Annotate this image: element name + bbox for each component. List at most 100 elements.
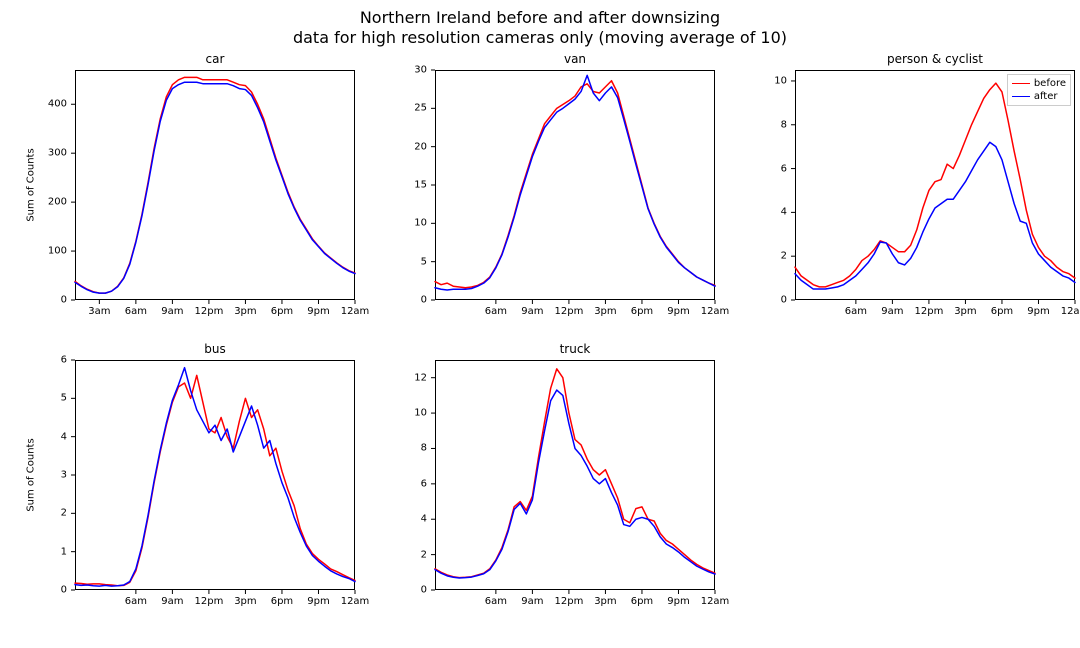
x-tick-label: 6am [485, 306, 507, 317]
y-tick-label: 8 [397, 443, 427, 454]
y-tick-label: 10 [757, 75, 787, 86]
axes-frame [76, 71, 355, 300]
figure-suptitle-line1: Northern Ireland before and after downsi… [0, 8, 1080, 27]
x-tick-label: 3pm [234, 596, 256, 607]
plot-area [435, 70, 715, 300]
y-tick-label: 3 [37, 470, 67, 481]
y-tick-label: 6 [37, 355, 67, 366]
y-tick-label: 2 [397, 549, 427, 560]
y-tick-label: 6 [397, 478, 427, 489]
axes-frame [436, 361, 715, 590]
y-tick-label: 0 [37, 295, 67, 306]
x-tick-label: 9am [521, 596, 543, 607]
series-line-before [435, 369, 715, 578]
panel-title: truck [435, 342, 715, 356]
x-tick-label: 12am [701, 596, 730, 607]
y-tick-label: 10 [397, 408, 427, 419]
y-axis-label: Sum of Counts [26, 148, 37, 221]
y-tick-label: 100 [37, 246, 67, 257]
series-line-after [435, 75, 715, 290]
y-tick-label: 12 [397, 372, 427, 383]
x-tick-label: 3pm [234, 306, 256, 317]
x-tick-label: 12am [341, 306, 370, 317]
x-tick-label: 9am [881, 306, 903, 317]
plot-area [435, 360, 715, 590]
x-tick-label: 12pm [194, 306, 223, 317]
y-tick-label: 0 [397, 295, 427, 306]
y-tick-label: 4 [397, 514, 427, 525]
x-tick-label: 6am [125, 306, 147, 317]
panel-title: person & cyclist [795, 52, 1075, 66]
chart-panel: van6am9am12pm3pm6pm9pm12am051015202530 [435, 70, 715, 300]
x-tick-label: 6am [485, 596, 507, 607]
figure-suptitle-line2: data for high resolution cameras only (m… [0, 28, 1080, 47]
series-line-before [795, 83, 1075, 287]
panel-title: bus [75, 342, 355, 356]
x-tick-label: 3am [88, 306, 110, 317]
figure: Northern Ireland before and after downsi… [0, 0, 1080, 648]
y-tick-label: 200 [37, 197, 67, 208]
y-tick-label: 300 [37, 148, 67, 159]
x-tick-label: 3pm [594, 596, 616, 607]
x-tick-label: 12am [701, 306, 730, 317]
x-tick-label: 3pm [954, 306, 976, 317]
y-tick-label: 0 [37, 585, 67, 596]
legend-item: after [1012, 90, 1066, 103]
plot-area [75, 360, 355, 590]
x-tick-label: 6pm [991, 306, 1013, 317]
y-tick-label: 0 [397, 585, 427, 596]
x-tick-label: 9pm [307, 596, 329, 607]
x-tick-label: 9pm [307, 306, 329, 317]
x-tick-label: 9pm [667, 306, 689, 317]
chart-panel: truck6am9am12pm3pm6pm9pm12am024681012 [435, 360, 715, 590]
legend-label: before [1034, 77, 1066, 90]
x-tick-label: 12pm [554, 596, 583, 607]
x-tick-label: 9pm [667, 596, 689, 607]
panel-title: van [435, 52, 715, 66]
legend: beforeafter [1007, 74, 1071, 106]
series-line-before [75, 77, 355, 293]
y-tick-label: 5 [397, 256, 427, 267]
x-tick-label: 6am [125, 596, 147, 607]
x-tick-label: 6am [845, 306, 867, 317]
axes-frame [436, 71, 715, 300]
legend-swatch-before [1012, 83, 1030, 84]
x-tick-label: 6pm [631, 596, 653, 607]
x-tick-label: 6pm [271, 596, 293, 607]
x-tick-label: 9pm [1027, 306, 1049, 317]
legend-swatch-after [1012, 96, 1030, 97]
series-line-after [75, 82, 355, 293]
y-axis-label: Sum of Counts [26, 438, 37, 511]
series-line-after [435, 390, 715, 578]
x-tick-label: 9am [521, 306, 543, 317]
series-line-after [795, 142, 1075, 289]
y-tick-label: 30 [397, 65, 427, 76]
y-tick-label: 4 [37, 431, 67, 442]
y-tick-label: 1 [37, 546, 67, 557]
x-tick-label: 3pm [594, 306, 616, 317]
y-tick-label: 4 [757, 207, 787, 218]
y-tick-label: 400 [37, 99, 67, 110]
x-tick-label: 12am [341, 596, 370, 607]
y-tick-label: 2 [37, 508, 67, 519]
x-tick-label: 12am [1061, 306, 1080, 317]
y-tick-label: 6 [757, 163, 787, 174]
chart-panel: person & cyclist6am9am12pm3pm6pm9pm12am0… [795, 70, 1075, 300]
panel-title: car [75, 52, 355, 66]
x-tick-label: 9am [161, 596, 183, 607]
chart-panel: carSum of Counts3am6am9am12pm3pm6pm9pm12… [75, 70, 355, 300]
x-tick-label: 6pm [271, 306, 293, 317]
y-tick-label: 25 [397, 103, 427, 114]
x-tick-label: 12pm [914, 306, 943, 317]
y-tick-label: 8 [757, 119, 787, 130]
legend-label: after [1034, 90, 1058, 103]
y-tick-label: 5 [37, 393, 67, 404]
legend-item: before [1012, 77, 1066, 90]
x-tick-label: 9am [161, 306, 183, 317]
y-tick-label: 2 [757, 251, 787, 262]
y-tick-label: 20 [397, 141, 427, 152]
x-tick-label: 12pm [554, 306, 583, 317]
y-tick-label: 0 [757, 295, 787, 306]
x-tick-label: 12pm [194, 596, 223, 607]
series-line-before [75, 375, 355, 585]
